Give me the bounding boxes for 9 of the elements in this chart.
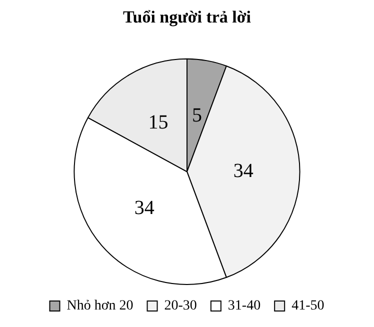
legend-label: 41-50 <box>292 298 324 314</box>
legend-label: Nhỏ hơn 20 <box>66 298 134 314</box>
data-label: 34 <box>233 160 254 182</box>
data-label: 34 <box>134 196 154 219</box>
legend-label: 31-40 <box>228 298 261 314</box>
data-label: 15 <box>148 111 168 134</box>
data-label: 5 <box>192 104 202 126</box>
legend-label: 20-30 <box>164 298 197 314</box>
chart-title: Tuổi người trả lời <box>122 8 252 27</box>
